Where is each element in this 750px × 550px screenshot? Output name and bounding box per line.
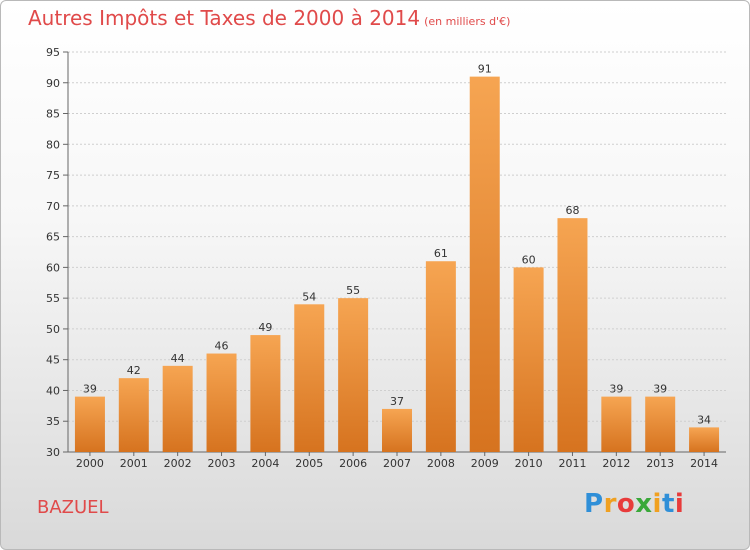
x-tick-label: 2010 (515, 457, 543, 470)
y-tick-label: 70 (46, 200, 60, 213)
x-tick-label: 2006 (339, 457, 367, 470)
y-tick-label: 50 (46, 323, 60, 336)
logo-letter: t (661, 489, 675, 519)
y-tick-label: 75 (46, 169, 60, 182)
x-tick-label: 2007 (383, 457, 411, 470)
bar (118, 378, 149, 452)
place-name: BAZUEL (37, 497, 109, 518)
y-tick-label: 90 (46, 77, 60, 90)
bar (557, 218, 588, 452)
bar-value-label: 44 (171, 352, 185, 365)
chart-subtitle: (en milliers d'€) (424, 15, 511, 28)
y-tick-label: 40 (46, 384, 60, 397)
bar-value-label: 68 (565, 204, 579, 217)
bar-value-label: 34 (697, 413, 711, 426)
x-tick-label: 2013 (646, 457, 674, 470)
bar (74, 396, 105, 452)
x-tick-label: 2000 (76, 457, 104, 470)
logo-letter: i (652, 489, 662, 519)
x-tick-label: 2011 (558, 457, 586, 470)
y-tick-label: 95 (46, 46, 60, 59)
bar (162, 365, 193, 452)
bar (513, 267, 544, 452)
y-tick-label: 35 (46, 415, 60, 428)
y-tick-label: 45 (46, 354, 60, 367)
logo-letter: i (674, 489, 685, 519)
logo-letter: o (616, 489, 636, 519)
bar (425, 261, 456, 452)
x-tick-label: 2003 (208, 457, 236, 470)
y-tick-label: 65 (46, 231, 60, 244)
x-tick-label: 2001 (120, 457, 148, 470)
bar (645, 396, 676, 452)
bar-value-label: 39 (653, 383, 667, 396)
bar (250, 335, 281, 452)
bar-value-label: 60 (522, 253, 536, 266)
bar (469, 76, 500, 452)
bars: 39 42 44 46 49 54 55 37 61 91 60 68 39 39 34 (74, 63, 720, 452)
x-tick-label: 2005 (295, 457, 323, 470)
x-tick-label: 2004 (251, 457, 279, 470)
bar-value-label: 61 (434, 247, 448, 260)
bar-value-label: 54 (302, 290, 316, 303)
y-tick-label: 85 (46, 108, 60, 121)
bar-value-label: 39 (83, 383, 97, 396)
x-tick-label: 2014 (690, 457, 718, 470)
chart-title-text: Autres Impôts et Taxes de 2000 à 2014 (28, 6, 421, 30)
y-tick-label: 55 (46, 292, 60, 305)
bar (601, 396, 632, 452)
x-tick-label: 2002 (164, 457, 192, 470)
bar-value-label: 42 (127, 364, 141, 377)
y-tick-label: 60 (46, 261, 60, 274)
logo-letter: x (635, 489, 653, 519)
x-tick-label: 2009 (471, 457, 499, 470)
x-axis-labels: 2000 2001 2002 2003 2004 2005 2006 2007 2008 2009… (76, 452, 718, 470)
logo-letter: P (584, 489, 604, 519)
y-tick-label: 80 (46, 138, 60, 151)
chart-title: Autres Impôts et Taxes de 2000 à 2014 (en… (28, 6, 510, 30)
x-tick-label: 2008 (427, 457, 455, 470)
bar-value-label: 91 (478, 63, 492, 76)
bar-value-label: 55 (346, 284, 360, 297)
bar (206, 353, 237, 452)
bar (294, 304, 325, 452)
proxiti-logo: Proxiti (584, 489, 684, 519)
x-tick-label: 2012 (602, 457, 630, 470)
bar-value-label: 49 (258, 321, 272, 334)
logo-letter: r (603, 489, 617, 519)
y-tick-label: 30 (46, 446, 60, 459)
bar (338, 298, 369, 452)
bar-value-label: 37 (390, 395, 404, 408)
bar-value-label: 39 (609, 383, 623, 396)
bar (689, 427, 720, 452)
bar (382, 408, 412, 452)
bar-value-label: 46 (215, 340, 229, 353)
